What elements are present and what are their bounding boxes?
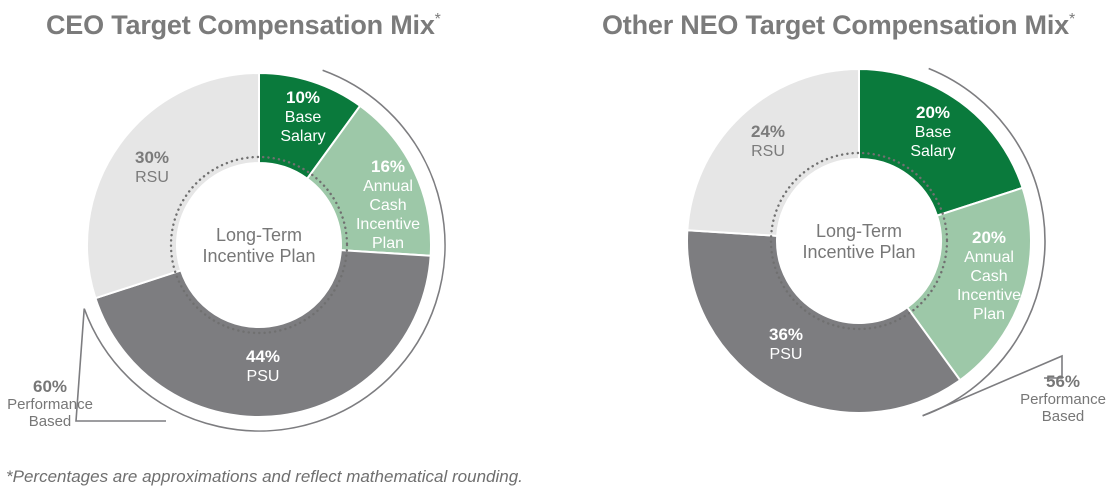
ceo-label-pct: 30%: [135, 148, 169, 167]
neo-label-annual-cash: 20% Annual Cash Incentive Plan: [957, 228, 1021, 323]
ceo-label-text: Salary: [280, 128, 325, 145]
ceo-label-psu: 44% PSU: [246, 347, 280, 385]
neo-chart-title: Other NEO Target Compensation Mix*: [602, 10, 1075, 41]
ceo-center-label: Long-Term Incentive Plan: [202, 225, 315, 266]
ceo-label-text: Base: [285, 109, 322, 126]
neo-label-pct: 20%: [972, 228, 1006, 247]
ceo-performance-text: Based: [29, 413, 72, 430]
ceo-label-text: Plan: [372, 235, 404, 252]
footnote: *Percentages are approximations and refl…: [6, 467, 523, 486]
ceo-label-text: Annual: [363, 178, 413, 195]
neo-performance-text: Performance: [1020, 391, 1106, 408]
ceo-performance-bracket: [83, 69, 446, 432]
ceo-label-text: Incentive: [356, 216, 420, 233]
ceo-performance-text: Performance: [7, 396, 93, 413]
neo-label-text: Base: [915, 124, 952, 141]
neo-label-text: Salary: [910, 143, 955, 160]
ceo-label-rsu: 30% RSU: [135, 148, 169, 186]
neo-label-text: PSU: [770, 346, 803, 363]
neo-label-pct: 24%: [751, 122, 785, 141]
ceo-label-pct: 44%: [246, 347, 280, 366]
ceo-label-text: RSU: [135, 169, 169, 186]
ceo-center-label-line: Long-Term: [216, 225, 302, 245]
ceo-chart-title: CEO Target Compensation Mix*: [46, 10, 441, 41]
neo-label-text: Plan: [973, 306, 1005, 323]
neo-label-text: Incentive: [957, 287, 1021, 304]
ceo-label-base-salary: 10% Base Salary: [280, 88, 325, 145]
neo-label-psu: 36% PSU: [769, 325, 803, 363]
ceo-performance-label: 60% Performance Based: [7, 377, 93, 430]
neo-chart-title-text: Other NEO Target Compensation Mix: [602, 10, 1069, 40]
neo-slice-annual-cash: [905, 186, 1032, 382]
ceo-label-pct: 10%: [286, 88, 320, 107]
neo-center-label-line: Incentive Plan: [802, 242, 915, 262]
neo-slice-rsu: [686, 67, 860, 237]
neo-performance-pct: 56%: [1046, 372, 1080, 391]
neo-label-base-salary: 20% Base Salary: [910, 103, 955, 160]
ceo-label-pct: 16%: [371, 157, 405, 176]
ceo-label-text: Cash: [369, 197, 406, 214]
neo-performance-text: Based: [1042, 408, 1085, 425]
neo-label-rsu: 24% RSU: [751, 122, 785, 160]
neo-center-label-line: Long-Term: [816, 221, 902, 241]
neo-center-label: Long-Term Incentive Plan: [802, 221, 915, 262]
ceo-slice-annual-cash: [305, 104, 432, 257]
neo-performance-label: 56% Performance Based: [1020, 372, 1106, 425]
ceo-performance-pct: 60%: [33, 377, 67, 396]
ceo-label-text: PSU: [247, 368, 280, 385]
ceo-center-label-line: Incentive Plan: [202, 246, 315, 266]
ceo-title-asterisk: *: [434, 11, 441, 28]
neo-slice-base-salary: [858, 67, 1024, 217]
neo-label-text: Annual: [964, 249, 1014, 266]
ceo-slice-rsu: [86, 71, 260, 300]
neo-label-pct: 20%: [916, 103, 950, 122]
ceo-label-annual-cash: 16% Annual Cash Incentive Plan: [356, 157, 420, 252]
ceo-dotted-ring: [169, 155, 349, 335]
neo-dotted-ring: [769, 151, 949, 331]
neo-label-text: RSU: [751, 143, 785, 160]
ceo-chart-title-text: CEO Target Compensation Mix: [46, 10, 435, 40]
neo-performance-leader: [922, 354, 1063, 417]
neo-title-asterisk: *: [1068, 11, 1075, 28]
ceo-performance-leader: [75, 308, 166, 422]
neo-label-text: Cash: [970, 268, 1007, 285]
neo-performance-bracket: [922, 67, 1046, 417]
neo-label-pct: 36%: [769, 325, 803, 344]
ceo-slice-psu: [94, 249, 432, 419]
